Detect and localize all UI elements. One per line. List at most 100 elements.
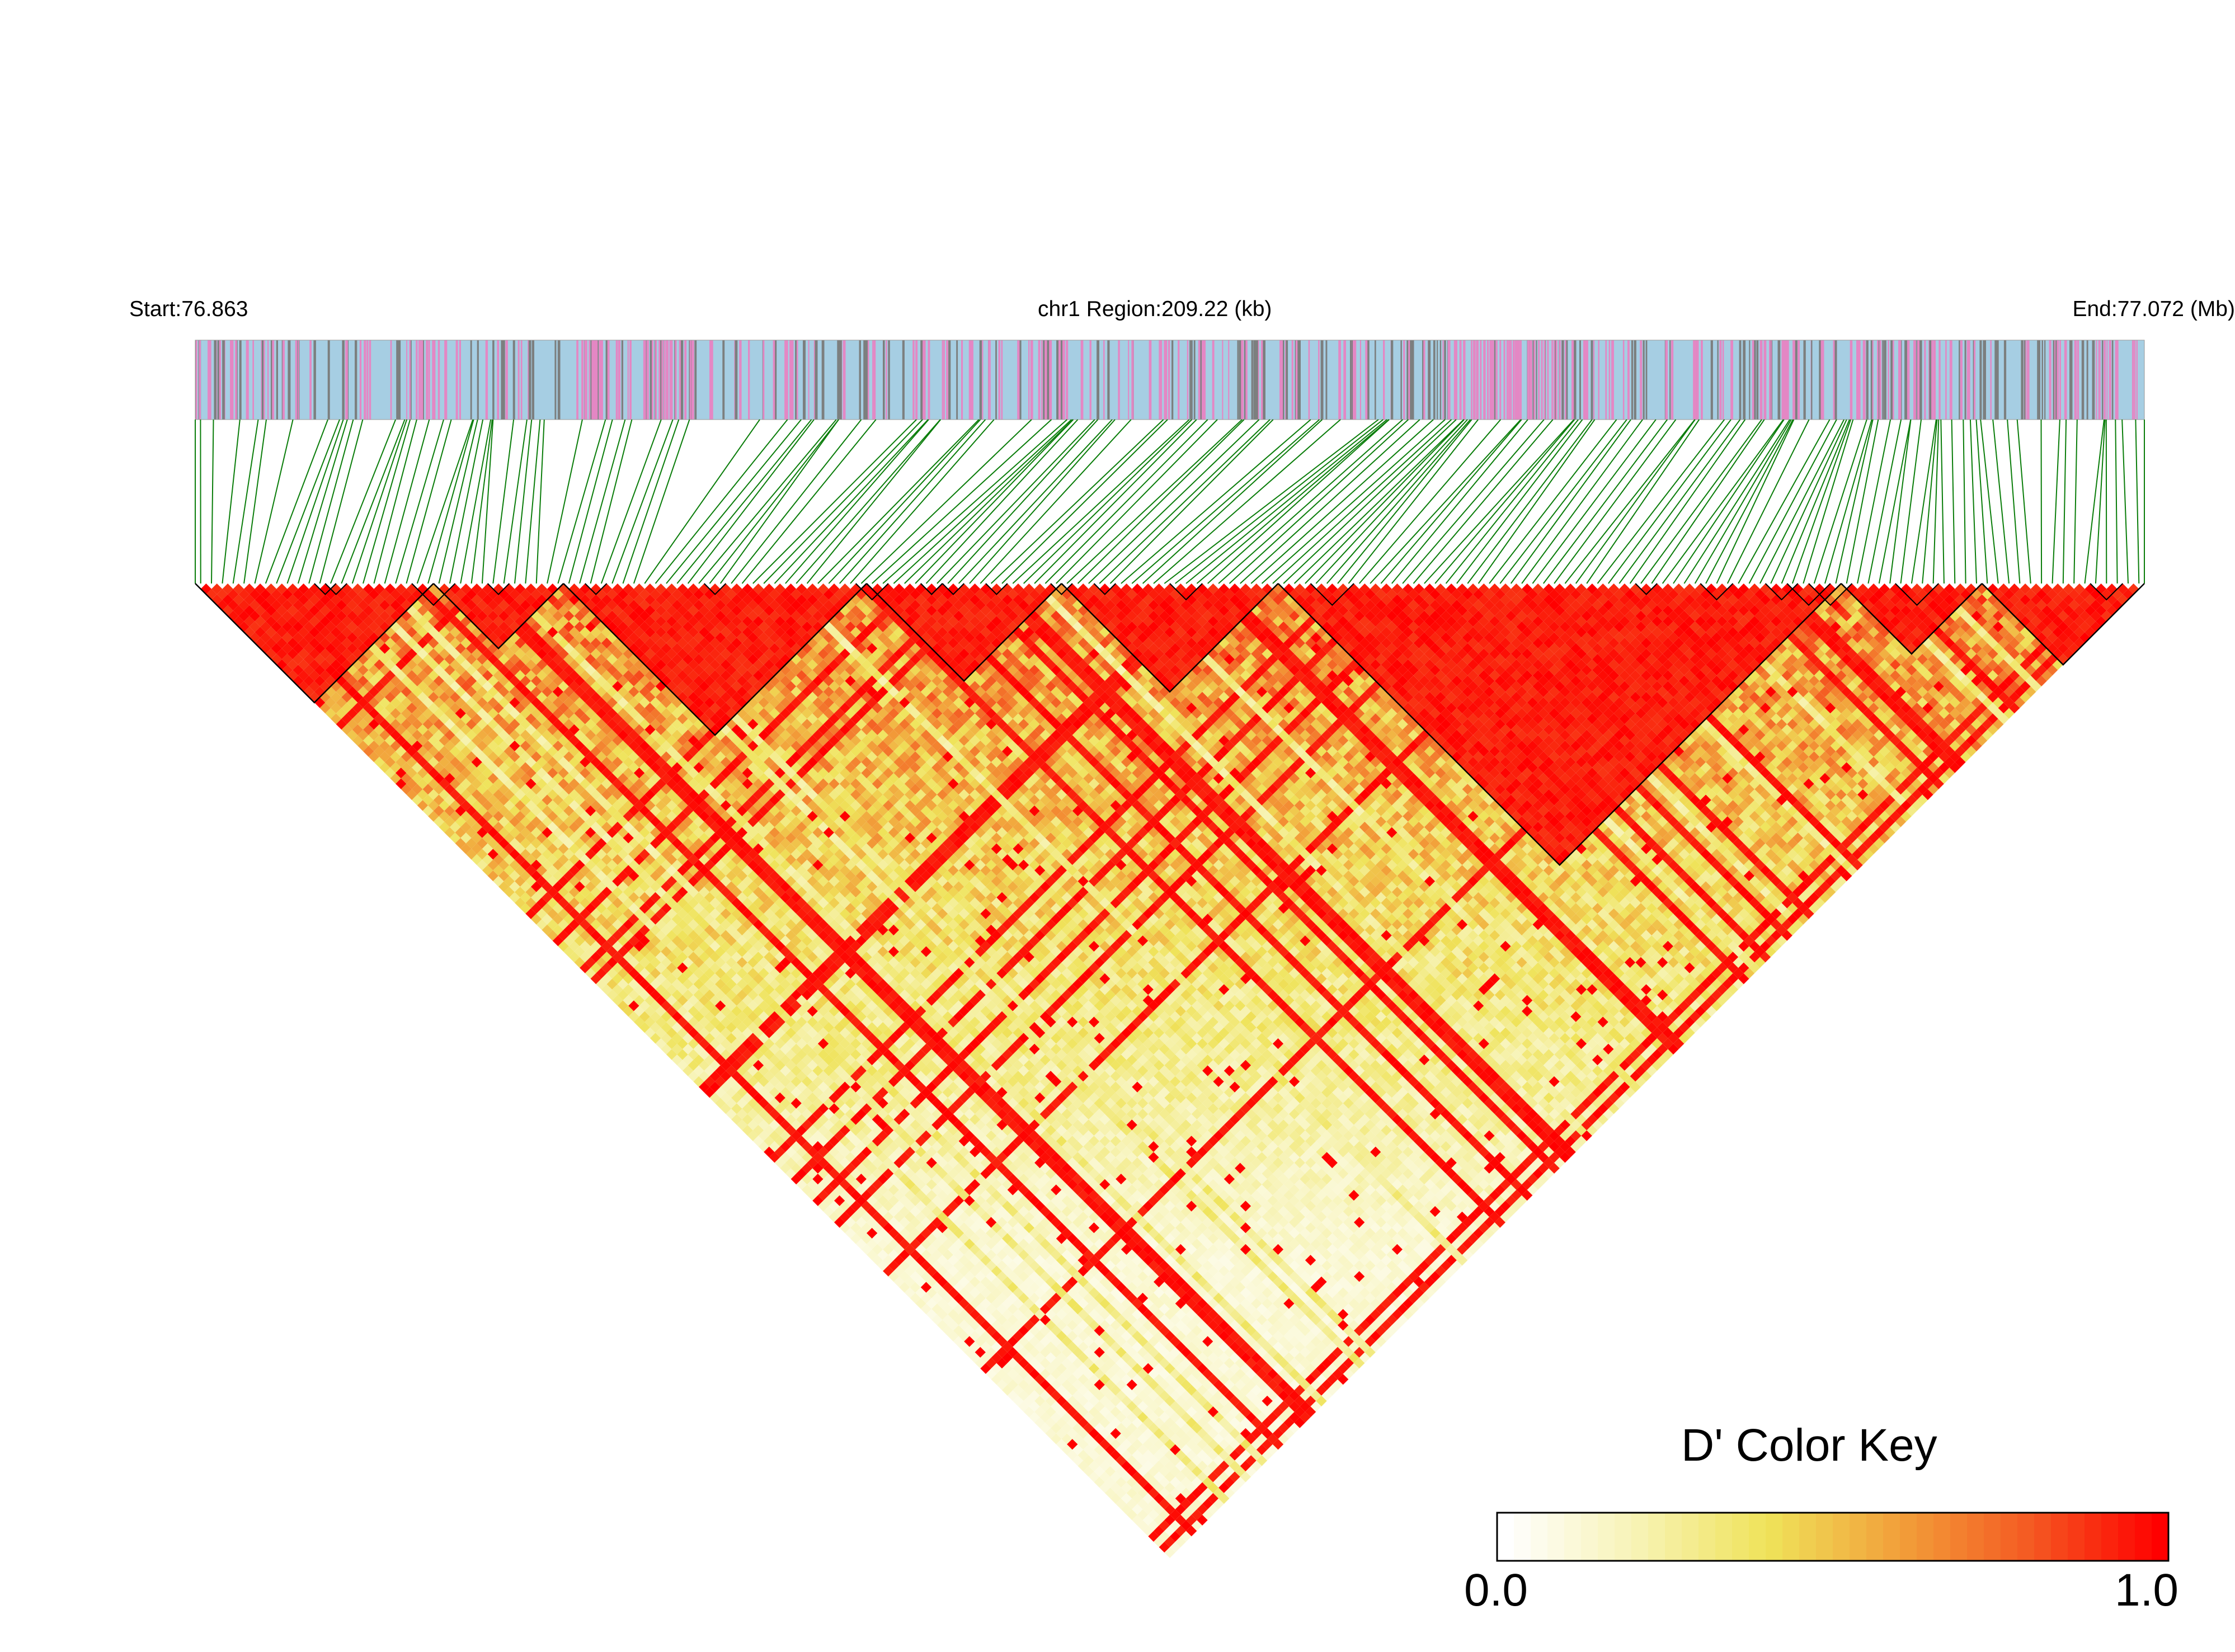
track-stripe bbox=[1770, 340, 1772, 420]
ld-cell bbox=[325, 610, 336, 622]
ld-cell bbox=[303, 653, 314, 665]
ld-cell bbox=[747, 1098, 759, 1109]
track-stripe bbox=[1228, 340, 1230, 420]
connector-line bbox=[1218, 419, 1403, 584]
track-stripe bbox=[1968, 340, 1970, 420]
ld-cell bbox=[1104, 1390, 1116, 1401]
track-stripe bbox=[1819, 340, 1821, 420]
ld-cell bbox=[536, 887, 548, 898]
ld-cell bbox=[1018, 1336, 1029, 1347]
ld-cell bbox=[883, 1265, 894, 1277]
ld-cell bbox=[867, 1162, 878, 1174]
ld-cell bbox=[747, 1033, 759, 1044]
ld-cell bbox=[688, 1005, 699, 1017]
connector-line bbox=[232, 419, 259, 584]
track-stripe bbox=[961, 340, 963, 420]
ld-cell bbox=[1164, 1471, 1175, 1482]
ld-cell bbox=[1191, 1488, 1203, 1499]
track-stripe bbox=[739, 340, 742, 420]
ld-cell bbox=[791, 1152, 802, 1163]
ld-cell bbox=[574, 924, 585, 936]
connector-line bbox=[1781, 419, 1850, 584]
ld-cell bbox=[910, 1195, 921, 1206]
ld-cell bbox=[612, 973, 623, 985]
ld-cell bbox=[910, 1206, 921, 1217]
connector-line bbox=[1857, 419, 1891, 584]
ld-cell bbox=[276, 627, 288, 638]
ld-cell bbox=[1056, 1395, 1067, 1406]
ld-cell bbox=[948, 1244, 959, 1255]
track-stripe bbox=[2057, 340, 2059, 420]
ld-cell bbox=[455, 740, 466, 751]
track-stripe bbox=[2132, 340, 2134, 420]
track-stripe bbox=[1391, 340, 1394, 420]
ld-cell bbox=[855, 1195, 867, 1206]
ld-cell bbox=[709, 1038, 721, 1049]
ld-cell bbox=[1202, 1488, 1213, 1499]
track-stripe bbox=[1710, 340, 1713, 420]
ld-cell bbox=[1072, 1423, 1084, 1434]
region-start-label: Start:76.863 bbox=[129, 297, 248, 321]
ld-cell bbox=[1013, 1385, 1024, 1396]
ld-cell bbox=[731, 1049, 742, 1060]
ld-cell bbox=[964, 1292, 975, 1304]
track-stripe bbox=[1904, 340, 1907, 420]
ld-cell bbox=[942, 1303, 953, 1315]
ld-cell bbox=[893, 1276, 905, 1288]
track-stripe bbox=[1645, 340, 1648, 420]
ld-cell bbox=[412, 751, 423, 763]
ld-cell bbox=[477, 784, 488, 795]
ld-cell bbox=[855, 1239, 867, 1250]
track-stripe bbox=[214, 340, 217, 420]
ld-cell bbox=[953, 1239, 964, 1250]
ld-cell bbox=[980, 1330, 991, 1342]
track-stripe bbox=[1447, 340, 1451, 420]
track-stripe bbox=[398, 340, 401, 420]
track-stripe bbox=[629, 340, 632, 420]
ld-cell bbox=[558, 865, 569, 876]
ld-cell bbox=[1094, 1401, 1105, 1412]
connector-line bbox=[1413, 419, 1554, 584]
ld-cell bbox=[287, 637, 298, 649]
track-stripe bbox=[813, 340, 815, 420]
connector-line bbox=[1618, 419, 1741, 584]
track-stripe bbox=[2041, 340, 2043, 420]
ld-cell bbox=[590, 876, 601, 887]
track-stripe bbox=[1444, 340, 1446, 420]
ld-cell bbox=[742, 1103, 753, 1114]
ld-cell bbox=[509, 816, 520, 827]
ld-cell bbox=[433, 762, 445, 773]
ld-cell bbox=[845, 1130, 856, 1141]
connector-line bbox=[1911, 419, 1937, 584]
ld-cell bbox=[785, 1092, 797, 1104]
track-stripe bbox=[433, 340, 436, 420]
ld-cell bbox=[872, 1222, 883, 1234]
ld-cell bbox=[319, 702, 331, 714]
ld-cell bbox=[233, 616, 244, 627]
ld-cell bbox=[839, 1211, 850, 1222]
ld-cell bbox=[726, 1087, 737, 1098]
ld-cell bbox=[823, 1162, 834, 1174]
track-stripe bbox=[615, 340, 618, 420]
ld-cell bbox=[368, 729, 379, 741]
ld-cell bbox=[520, 903, 531, 914]
ld-cell bbox=[422, 784, 434, 795]
track-stripe bbox=[416, 340, 418, 420]
ld-cell bbox=[769, 1055, 780, 1066]
ld-cell bbox=[726, 1108, 737, 1120]
ld-cell bbox=[774, 1103, 785, 1114]
ld-cell bbox=[417, 713, 429, 724]
track-stripe bbox=[2038, 340, 2040, 420]
ld-cell bbox=[904, 1233, 916, 1244]
track-stripe bbox=[455, 340, 458, 420]
ld-cell bbox=[487, 837, 498, 849]
connector-line bbox=[774, 419, 929, 584]
ld-cell bbox=[412, 708, 423, 719]
track-stripe bbox=[968, 340, 970, 420]
ld-cell bbox=[509, 794, 520, 806]
track-stripe bbox=[1892, 340, 1894, 420]
track-stripe bbox=[674, 340, 676, 420]
ld-cell bbox=[265, 583, 277, 595]
track-stripe bbox=[584, 340, 587, 420]
ld-cell bbox=[1137, 1433, 1149, 1444]
